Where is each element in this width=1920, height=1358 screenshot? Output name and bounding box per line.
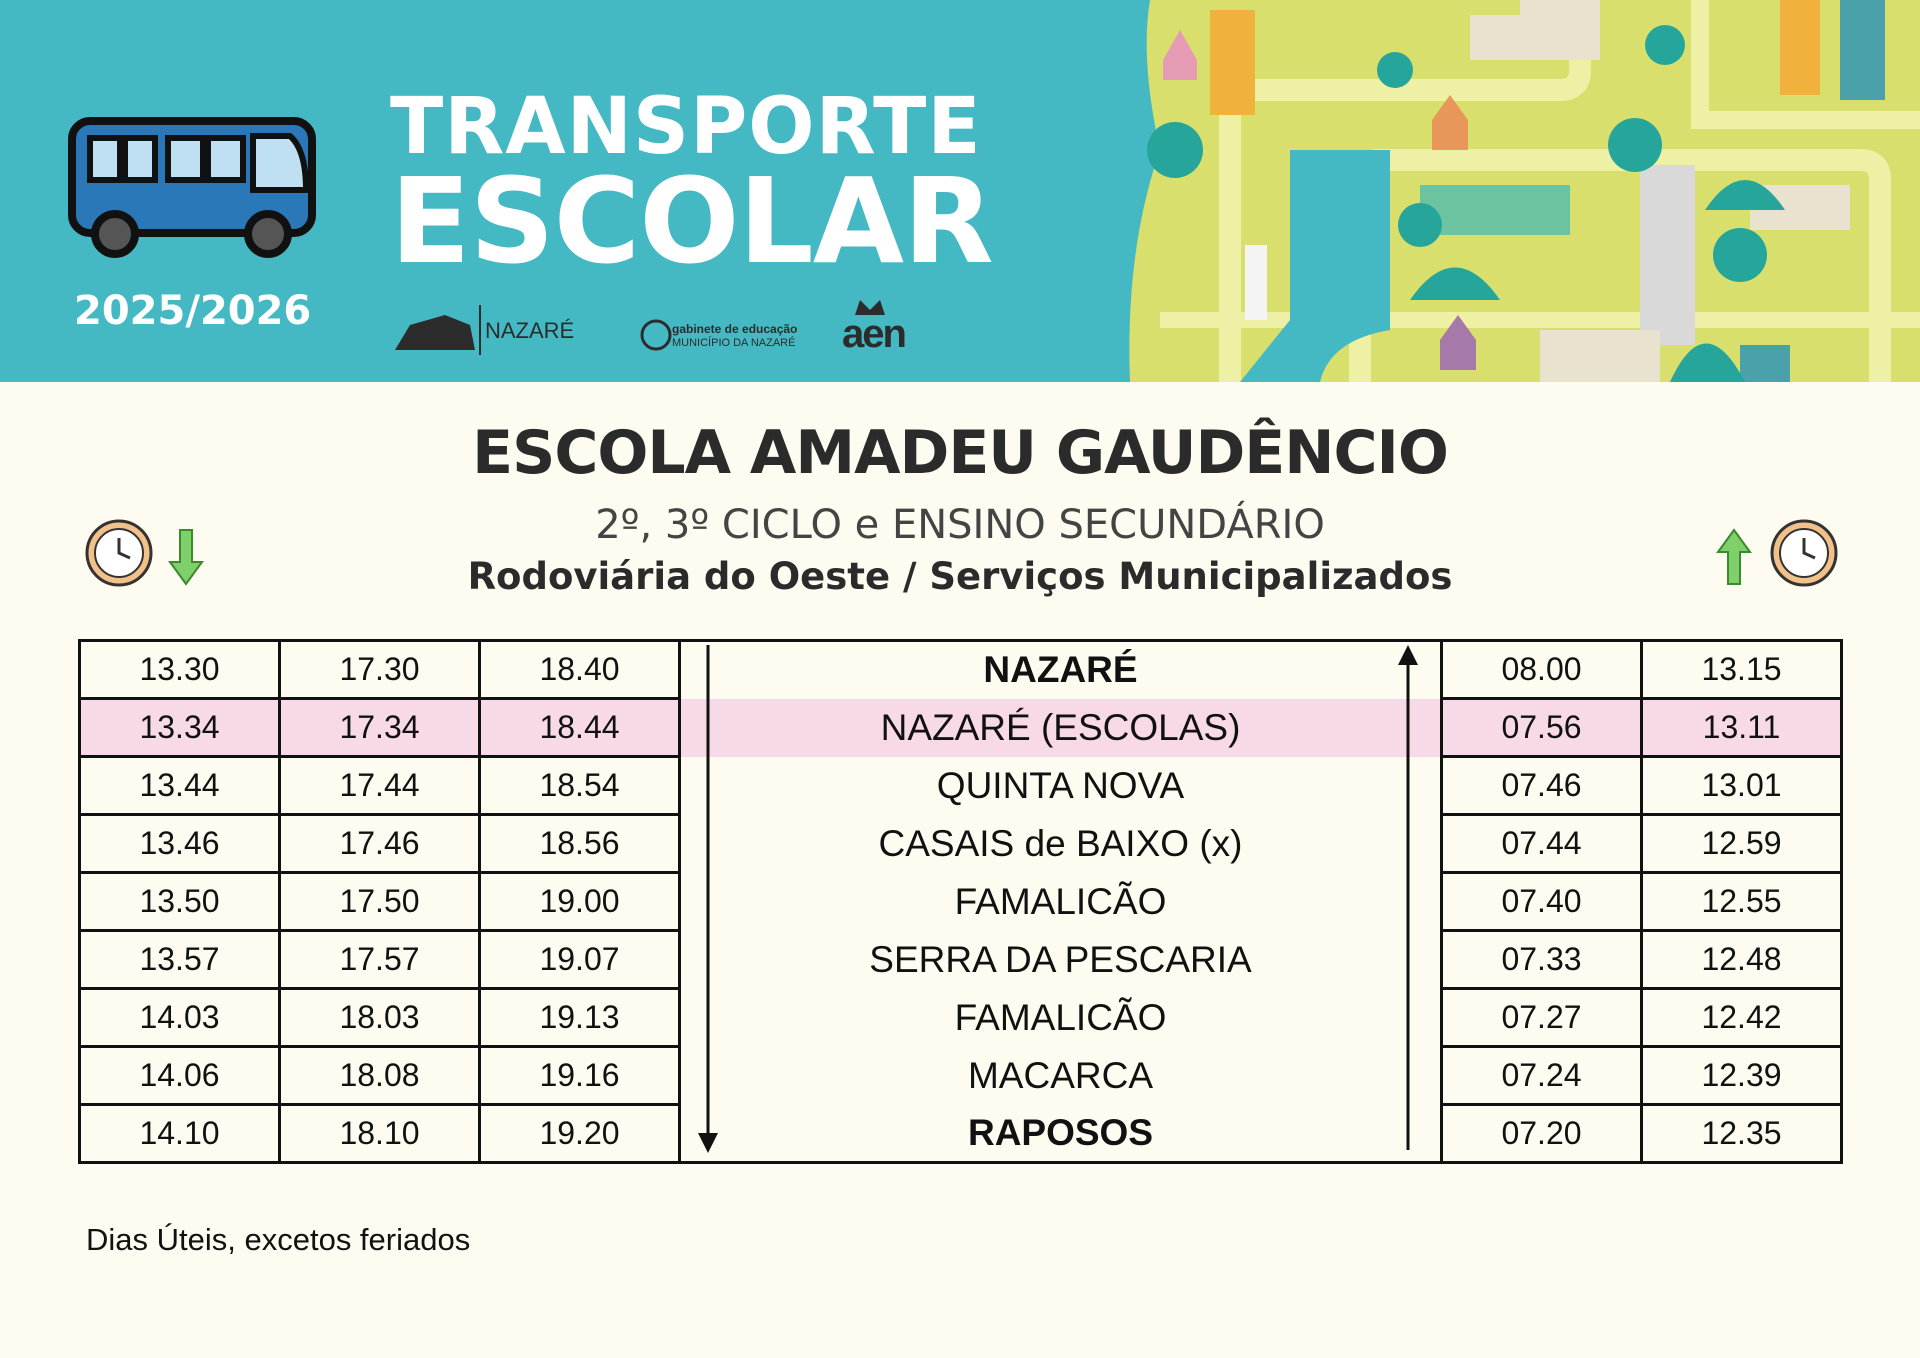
route-arrows xyxy=(698,645,1418,1153)
departure-time: 18.40 xyxy=(478,639,681,700)
return-time: 12.48 xyxy=(1640,929,1843,990)
school-name: ESCOLA AMADEU GAUDÊNCIO xyxy=(472,418,1449,488)
stop-name: CASAIS de BAIXO (x) xyxy=(878,822,1243,864)
departure-time: 17.34 xyxy=(278,697,481,758)
direction-icons xyxy=(85,519,1838,587)
departure-time: 19.07 xyxy=(478,929,681,990)
departure-time: 17.46 xyxy=(278,813,481,874)
return-time: 07.46 xyxy=(1440,755,1643,816)
return-time: 08.00 xyxy=(1440,639,1643,700)
departure-time: 18.44 xyxy=(478,697,681,758)
departure-time: 18.03 xyxy=(278,987,481,1048)
return-time: 07.27 xyxy=(1440,987,1643,1048)
footnote: Dias Úteis, excetos feriados xyxy=(86,1222,471,1257)
stop-name: FAMALICÃO xyxy=(954,996,1167,1038)
aen-crown xyxy=(855,300,885,315)
title-line: TRANSPORTE xyxy=(390,82,982,172)
timetable-row: 14.10 18.10 19.20 RAPOSOS 07.20 12.35 xyxy=(78,1103,1843,1164)
logo-label: NAZARÉ xyxy=(485,318,575,343)
departure-time: 19.20 xyxy=(478,1103,681,1164)
return-time: 07.20 xyxy=(1440,1103,1643,1164)
departure-time: 19.00 xyxy=(478,871,681,932)
timetable-row: 14.03 18.03 19.13 FAMALICÃO 07.27 12.42 xyxy=(78,987,1843,1048)
title-line: ESCOLAR xyxy=(390,152,994,290)
return-time: 07.24 xyxy=(1440,1045,1643,1106)
down-arrow-icon xyxy=(168,529,204,586)
return-time: 13.11 xyxy=(1640,697,1843,758)
departure-time: 18.08 xyxy=(278,1045,481,1106)
departure-time: 18.10 xyxy=(278,1103,481,1164)
departure-time: 18.54 xyxy=(478,755,681,816)
header: TRANSPORTE ESCOLAR 2025/2026 NAZARÉ gabi… xyxy=(0,0,1920,382)
subtitle: 2º, 3º CICLO e ENSINO SECUNDÁRIO xyxy=(595,502,1325,548)
stop-name: QUINTA NOVA xyxy=(936,764,1185,806)
return-time: 12.39 xyxy=(1640,1045,1843,1106)
departure-time: 17.44 xyxy=(278,755,481,816)
return-time: 12.35 xyxy=(1640,1103,1843,1164)
return-time: 07.33 xyxy=(1440,929,1643,990)
departure-time: 19.13 xyxy=(478,987,681,1048)
map xyxy=(1129,0,1920,382)
timetable-row: 13.46 17.46 18.56 CASAIS de BAIXO (x) 07.44 1… xyxy=(78,813,1843,874)
departure-time: 14.03 xyxy=(78,987,281,1048)
stop-name: MACARCA xyxy=(967,1054,1154,1096)
stop-name: SERRA DA PESCARIA xyxy=(869,938,1252,980)
return-time: 12.55 xyxy=(1640,871,1843,932)
departure-time: 17.57 xyxy=(278,929,481,990)
timetable: 13.30 17.30 18.40 NAZARÉ 08.00 13.15 13.34 17.3… xyxy=(78,639,1843,1164)
stop-name: RAPOSOS xyxy=(679,1104,1442,1164)
header-art xyxy=(68,0,1920,382)
bus-icon xyxy=(68,117,316,258)
departure-time: 13.30 xyxy=(78,639,281,700)
operator: Rodoviária do Oeste / Serviços Municipal… xyxy=(467,555,1453,598)
return-time: 07.44 xyxy=(1440,813,1643,874)
logo-label: MUNICÍPIO DA NAZARÉ xyxy=(672,337,796,349)
logo-label: gabinete de educação xyxy=(672,322,798,336)
stop-name: FAMALICÃO xyxy=(954,880,1167,922)
return-time: 13.01 xyxy=(1640,755,1843,816)
timetable-row: 13.34 17.34 18.44 NAZARÉ (ESCOLAS) 07.56 13.1… xyxy=(78,697,1843,758)
stop-name: NAZARÉ xyxy=(679,639,1442,699)
departure-time: 13.34 xyxy=(78,697,281,758)
timetable-row: 13.57 17.57 19.07 SERRA DA PESCARIA 07.33 12.… xyxy=(78,929,1843,990)
school-year: 2025/2026 xyxy=(74,288,312,334)
return-time: 12.42 xyxy=(1640,987,1843,1048)
logo-label: aen xyxy=(842,312,907,356)
timetable-row: 14.06 18.08 19.16 MACARCA 07.24 12.39 xyxy=(78,1045,1843,1106)
departure-time: 17.30 xyxy=(278,639,481,700)
gabinete-logo xyxy=(640,319,672,351)
clock-icon xyxy=(1770,519,1838,587)
departure-time: 19.16 xyxy=(478,1045,681,1106)
departure-time: 14.06 xyxy=(78,1045,281,1106)
departure-time: 18.56 xyxy=(478,813,681,874)
return-time: 13.15 xyxy=(1640,639,1843,700)
departure-time: 14.10 xyxy=(78,1103,281,1164)
up-arrow-icon xyxy=(1716,528,1752,585)
clock-icon xyxy=(85,519,153,587)
departure-time: 13.46 xyxy=(78,813,281,874)
timetable-row: 13.44 17.44 18.54 QUINTA NOVA 07.46 13.01 xyxy=(78,755,1843,816)
timetable-row: 13.30 17.30 18.40 NAZARÉ 08.00 13.15 xyxy=(78,639,1843,700)
nazare-logo xyxy=(395,315,475,350)
timetable-row: 13.50 17.50 19.00 FAMALICÃO 07.40 12.55 xyxy=(78,871,1843,932)
return-time: 07.56 xyxy=(1440,697,1643,758)
departure-time: 13.50 xyxy=(78,871,281,932)
return-time: 12.59 xyxy=(1640,813,1843,874)
departure-time: 13.57 xyxy=(78,929,281,990)
departure-time: 17.50 xyxy=(278,871,481,932)
departure-time: 13.44 xyxy=(78,755,281,816)
return-time: 07.40 xyxy=(1440,871,1643,932)
stop-name: NAZARÉ (ESCOLAS) xyxy=(679,698,1442,757)
